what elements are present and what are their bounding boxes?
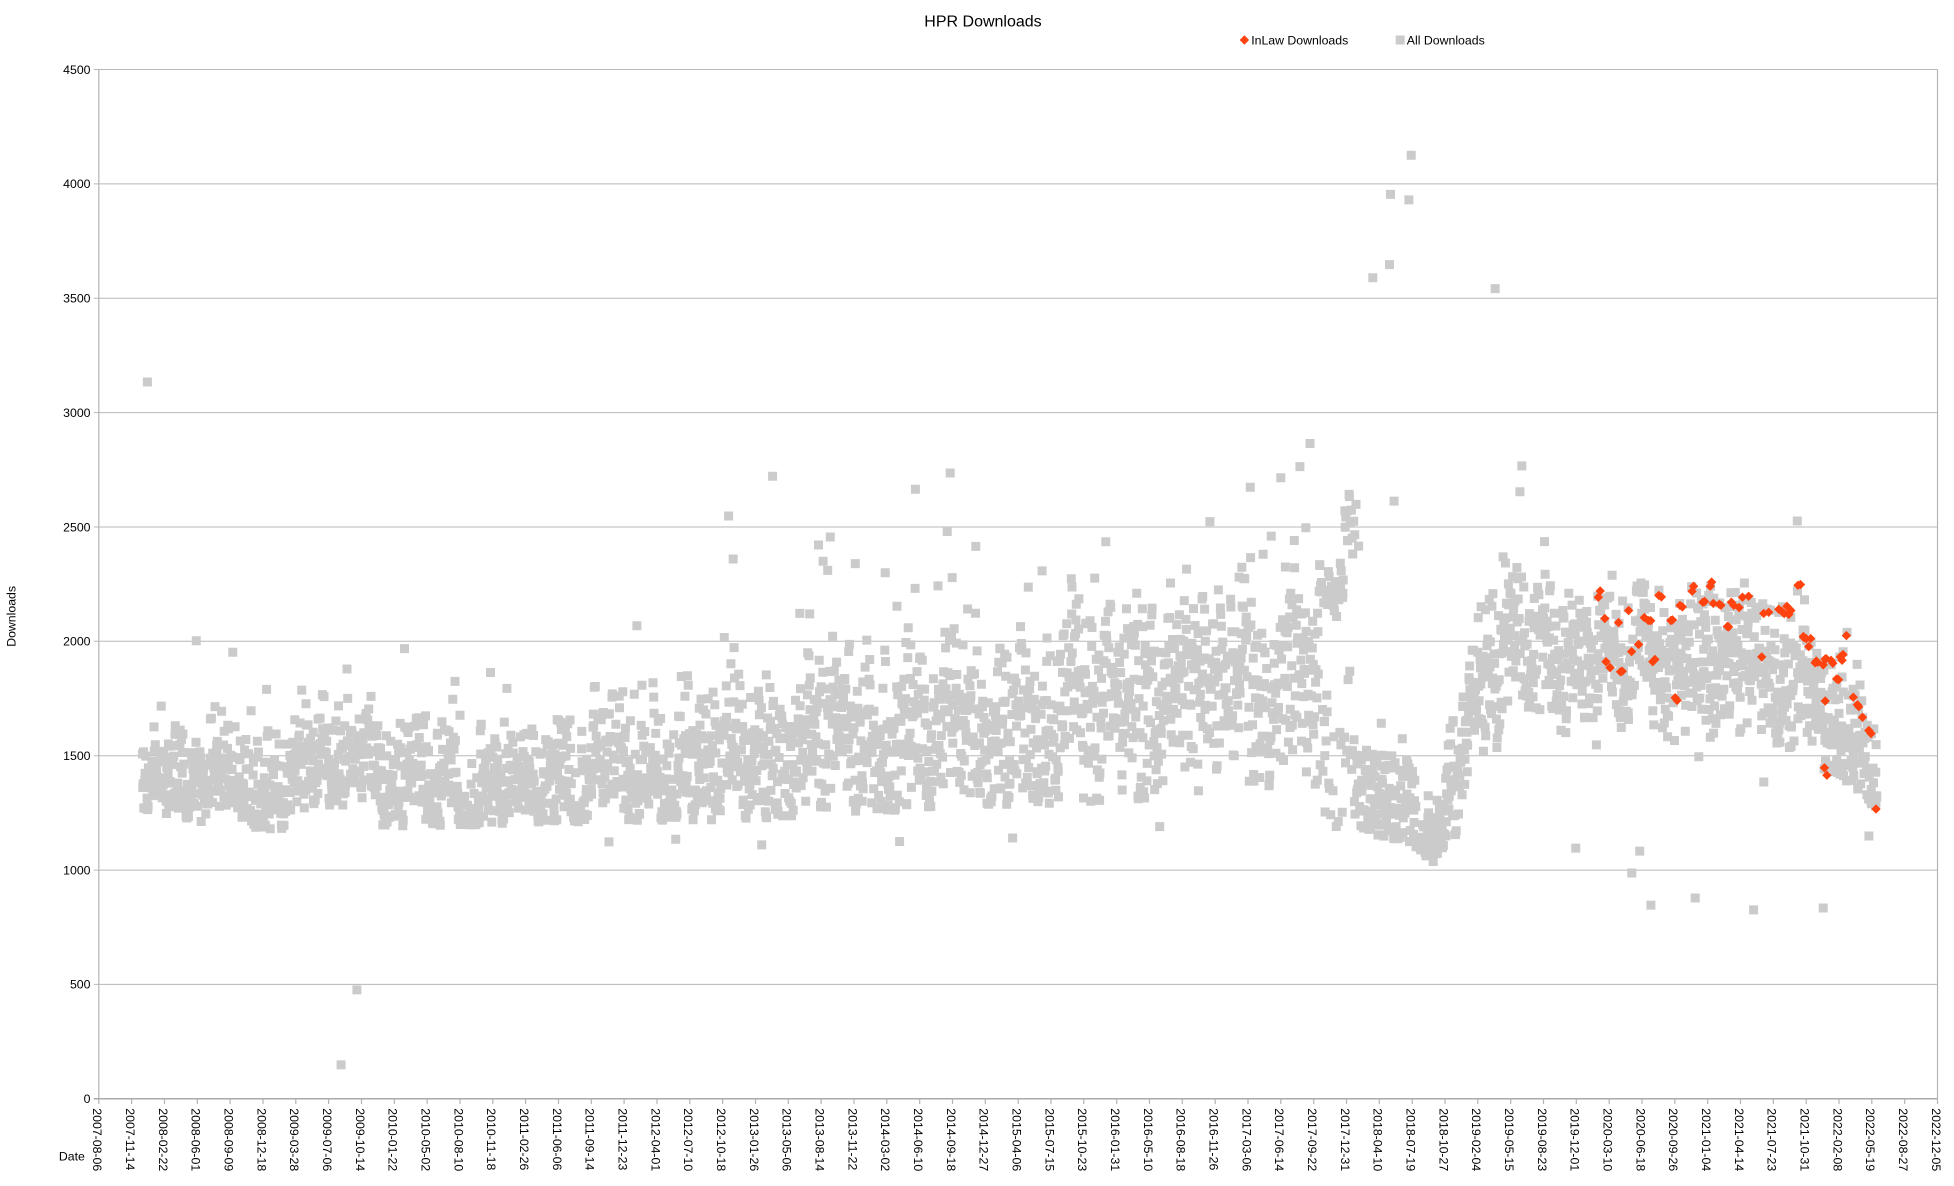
svg-text:2016-05-10: 2016-05-10 xyxy=(1141,1108,1155,1171)
svg-text:3500: 3500 xyxy=(63,292,91,306)
svg-text:2013-11-22: 2013-11-22 xyxy=(845,1108,859,1170)
svg-text:2015-04-06: 2015-04-06 xyxy=(1010,1108,1024,1171)
svg-text:2008-06-01: 2008-06-01 xyxy=(189,1108,203,1171)
svg-text:500: 500 xyxy=(70,978,91,992)
svg-text:2008-02-22: 2008-02-22 xyxy=(156,1108,170,1171)
svg-text:2012-04-01: 2012-04-01 xyxy=(648,1108,662,1171)
svg-text:2020-06-18: 2020-06-18 xyxy=(1633,1108,1647,1171)
svg-text:2018-04-10: 2018-04-10 xyxy=(1371,1108,1385,1171)
svg-text:2019-12-01: 2019-12-01 xyxy=(1568,1108,1582,1171)
svg-text:2015-10-23: 2015-10-23 xyxy=(1075,1108,1089,1171)
svg-text:1000: 1000 xyxy=(63,863,91,877)
svg-text:2019-08-23: 2019-08-23 xyxy=(1535,1108,1549,1171)
svg-text:2017-12-31: 2017-12-31 xyxy=(1338,1108,1352,1171)
svg-text:2022-02-08: 2022-02-08 xyxy=(1830,1108,1844,1171)
svg-text:2009-03-28: 2009-03-28 xyxy=(287,1108,301,1171)
svg-text:2021-10-31: 2021-10-31 xyxy=(1798,1108,1812,1171)
svg-text:HPR Downloads: HPR Downloads xyxy=(924,14,1041,31)
svg-text:2022-08-27: 2022-08-27 xyxy=(1896,1108,1910,1171)
svg-text:2013-05-06: 2013-05-06 xyxy=(780,1108,794,1171)
svg-text:2009-07-06: 2009-07-06 xyxy=(320,1108,334,1171)
svg-text:2007-08-06: 2007-08-06 xyxy=(90,1108,104,1171)
svg-text:2010-11-18: 2010-11-18 xyxy=(484,1108,498,1170)
svg-text:3000: 3000 xyxy=(63,406,91,420)
svg-text:InLaw Downloads: InLaw Downloads xyxy=(1251,33,1348,47)
svg-text:2020-03-10: 2020-03-10 xyxy=(1601,1108,1615,1171)
svg-text:All Downloads: All Downloads xyxy=(1407,33,1485,47)
svg-text:2013-01-26: 2013-01-26 xyxy=(747,1108,761,1171)
svg-text:2013-08-14: 2013-08-14 xyxy=(813,1108,827,1171)
svg-text:2008-09-09: 2008-09-09 xyxy=(222,1108,236,1171)
svg-text:2011-02-26: 2011-02-26 xyxy=(517,1108,531,1170)
svg-text:2010-08-10: 2010-08-10 xyxy=(451,1108,465,1171)
svg-text:2011-06-06: 2011-06-06 xyxy=(550,1108,564,1170)
svg-text:2014-12-27: 2014-12-27 xyxy=(977,1108,991,1171)
svg-text:2007-11-14: 2007-11-14 xyxy=(123,1108,137,1170)
svg-text:2019-02-04: 2019-02-04 xyxy=(1469,1108,1483,1171)
svg-text:2000: 2000 xyxy=(63,635,91,649)
svg-text:2021-01-04: 2021-01-04 xyxy=(1699,1108,1713,1171)
svg-text:2020-09-26: 2020-09-26 xyxy=(1666,1108,1680,1171)
svg-text:2014-03-02: 2014-03-02 xyxy=(878,1108,892,1171)
svg-text:2016-08-18: 2016-08-18 xyxy=(1174,1108,1188,1171)
svg-text:2017-03-06: 2017-03-06 xyxy=(1239,1108,1253,1171)
svg-text:2022-12-05: 2022-12-05 xyxy=(1929,1108,1943,1171)
svg-text:2015-07-15: 2015-07-15 xyxy=(1042,1108,1056,1171)
svg-text:2009-10-14: 2009-10-14 xyxy=(353,1108,367,1171)
svg-text:Date: Date xyxy=(59,1149,85,1163)
svg-text:Downloads: Downloads xyxy=(5,586,19,647)
svg-text:2010-05-02: 2010-05-02 xyxy=(419,1108,433,1171)
svg-text:4500: 4500 xyxy=(63,63,91,77)
svg-text:2022-05-19: 2022-05-19 xyxy=(1863,1108,1877,1171)
svg-text:2011-12-23: 2011-12-23 xyxy=(616,1108,630,1170)
svg-text:2008-12-18: 2008-12-18 xyxy=(254,1108,268,1171)
svg-text:2019-05-15: 2019-05-15 xyxy=(1502,1108,1516,1171)
svg-text:4000: 4000 xyxy=(63,177,91,191)
svg-text:2010-01-22: 2010-01-22 xyxy=(386,1108,400,1171)
svg-text:2016-11-26: 2016-11-26 xyxy=(1207,1108,1221,1170)
svg-text:2012-10-18: 2012-10-18 xyxy=(714,1108,728,1171)
svg-text:2014-09-18: 2014-09-18 xyxy=(944,1108,958,1171)
svg-text:2021-07-23: 2021-07-23 xyxy=(1765,1108,1779,1171)
svg-text:2016-01-31: 2016-01-31 xyxy=(1108,1108,1122,1171)
svg-text:2021-04-14: 2021-04-14 xyxy=(1732,1108,1746,1171)
svg-text:2012-07-10: 2012-07-10 xyxy=(681,1108,695,1171)
svg-text:2018-10-27: 2018-10-27 xyxy=(1436,1108,1450,1171)
svg-text:2017-09-22: 2017-09-22 xyxy=(1305,1108,1319,1171)
svg-text:2018-07-19: 2018-07-19 xyxy=(1404,1108,1418,1171)
svg-text:2011-09-14: 2011-09-14 xyxy=(583,1108,597,1170)
svg-text:1500: 1500 xyxy=(63,749,91,763)
svg-text:2500: 2500 xyxy=(63,520,91,534)
svg-text:2014-06-10: 2014-06-10 xyxy=(911,1108,925,1171)
svg-text:0: 0 xyxy=(84,1092,91,1106)
svg-text:2017-06-14: 2017-06-14 xyxy=(1272,1108,1286,1171)
